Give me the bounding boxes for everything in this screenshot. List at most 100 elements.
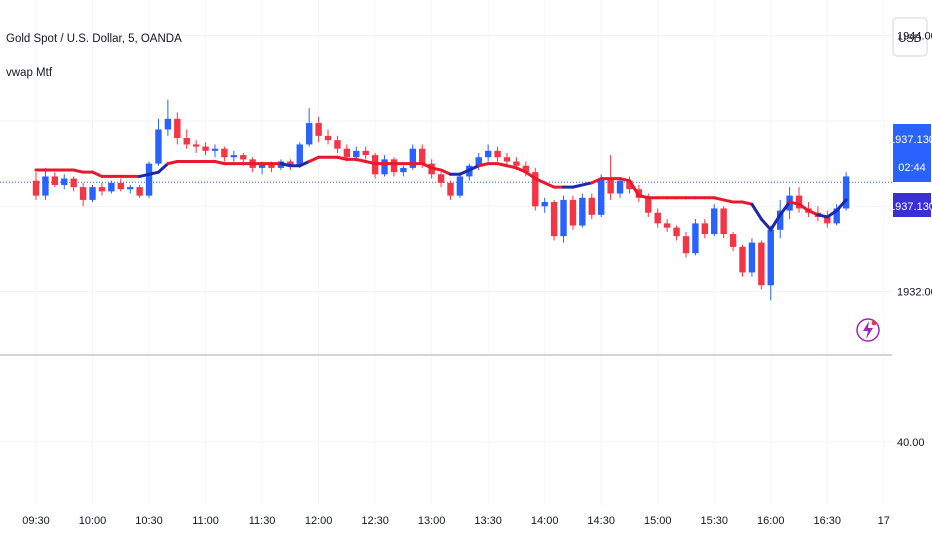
y-tick-label: 1932.000 xyxy=(897,287,932,299)
candle xyxy=(654,208,661,228)
candle xyxy=(447,180,454,200)
candle xyxy=(230,150,238,162)
candle-body xyxy=(456,176,464,196)
candle xyxy=(720,206,727,239)
candle xyxy=(117,178,124,192)
price-tag-value: 1937.130 xyxy=(889,134,932,146)
candle xyxy=(701,219,709,239)
vwap-segment xyxy=(722,198,735,204)
vwap-segment xyxy=(467,164,481,172)
candle-body xyxy=(381,159,388,175)
candle-body xyxy=(324,135,332,141)
candle-body xyxy=(61,178,68,185)
indicator-name[interactable]: vwap Mtf xyxy=(6,67,53,79)
chart-title[interactable]: Gold Spot / U.S. Dollar, 5, OANDA xyxy=(6,33,182,45)
candle xyxy=(381,155,388,177)
candle-body xyxy=(268,163,275,168)
candle-body xyxy=(240,155,247,160)
candle-body xyxy=(833,208,840,224)
y-tick-label: 1944.000 xyxy=(897,31,932,43)
candle-body xyxy=(541,202,548,207)
candle-body xyxy=(221,148,228,158)
x-tick-label: 14:30 xyxy=(587,515,615,527)
candle-body xyxy=(701,223,709,235)
lightning-icon[interactable] xyxy=(856,318,880,342)
candle-body xyxy=(522,165,530,173)
candle-body xyxy=(663,223,671,228)
candle xyxy=(494,146,501,162)
candle xyxy=(795,187,803,213)
price-tag-value-secondary: 1937.130 xyxy=(889,201,932,213)
candle xyxy=(211,144,219,158)
candle-body xyxy=(89,187,96,200)
candle xyxy=(767,225,774,301)
vwap-segment xyxy=(769,213,782,232)
x-tick-label: 12:00 xyxy=(305,515,333,527)
vwap-segment xyxy=(627,179,641,198)
vwap-segment xyxy=(514,166,528,174)
vwap-segment xyxy=(147,170,160,176)
candle-body xyxy=(588,197,595,215)
candle-body xyxy=(51,176,59,185)
candle-body xyxy=(296,144,303,166)
candle-body xyxy=(776,210,784,230)
candle xyxy=(136,184,143,198)
candle-body xyxy=(795,195,803,209)
x-tick-label: 10:30 xyxy=(135,515,163,527)
candle-body xyxy=(682,236,690,254)
candle-body xyxy=(164,118,172,130)
candle-body xyxy=(824,216,831,224)
y-axis: 1944.0001936.0001932.00040.00 xyxy=(897,31,932,449)
vwap-segment xyxy=(712,196,726,202)
candle xyxy=(409,144,416,171)
candle xyxy=(371,152,379,179)
candle xyxy=(79,182,87,207)
candle-body xyxy=(654,212,661,224)
candle-body xyxy=(748,242,756,273)
candle-body xyxy=(503,157,511,162)
candle xyxy=(729,231,737,252)
vwap-segment xyxy=(741,200,754,206)
candle xyxy=(108,180,115,194)
vwap-segment xyxy=(835,198,848,213)
candle-body xyxy=(117,182,124,190)
candle xyxy=(315,116,322,143)
candle xyxy=(833,204,840,226)
vwap-segment xyxy=(458,168,471,176)
x-tick-label: 13:00 xyxy=(418,515,446,527)
vwap-segment xyxy=(307,155,321,163)
candle xyxy=(682,231,690,258)
candle xyxy=(541,197,548,213)
vwap-segment xyxy=(788,200,801,206)
candle xyxy=(748,238,756,277)
vwap-segment xyxy=(571,183,584,189)
candle-body xyxy=(626,180,633,190)
candle-body xyxy=(673,227,680,237)
candle-body xyxy=(513,161,520,166)
x-axis: 09:30 10:00 10:30 11:00 11:30 12:00 12:30 13:00… xyxy=(22,515,890,527)
grid xyxy=(0,35,892,443)
candle xyxy=(127,184,134,194)
candle-body xyxy=(842,176,850,209)
candle xyxy=(711,204,718,237)
candle-body xyxy=(155,129,162,164)
candle xyxy=(221,146,228,162)
candle-body xyxy=(550,202,558,237)
x-tick-label: 15:30 xyxy=(700,515,728,527)
x-tick-label: 10:00 xyxy=(79,515,107,527)
vwap-segment xyxy=(298,159,311,168)
candle-body xyxy=(32,180,40,196)
candle xyxy=(550,199,558,241)
candle xyxy=(598,174,605,217)
candle xyxy=(616,178,624,198)
vwap-segment xyxy=(816,213,829,219)
price-tag-box-secondary xyxy=(893,193,931,217)
currency-button[interactable] xyxy=(892,17,928,57)
candle-body xyxy=(334,140,341,149)
candle-body xyxy=(767,229,774,286)
candle xyxy=(98,182,106,196)
candle-body xyxy=(287,161,294,166)
candle-body xyxy=(42,176,49,196)
candle-body xyxy=(758,242,765,286)
